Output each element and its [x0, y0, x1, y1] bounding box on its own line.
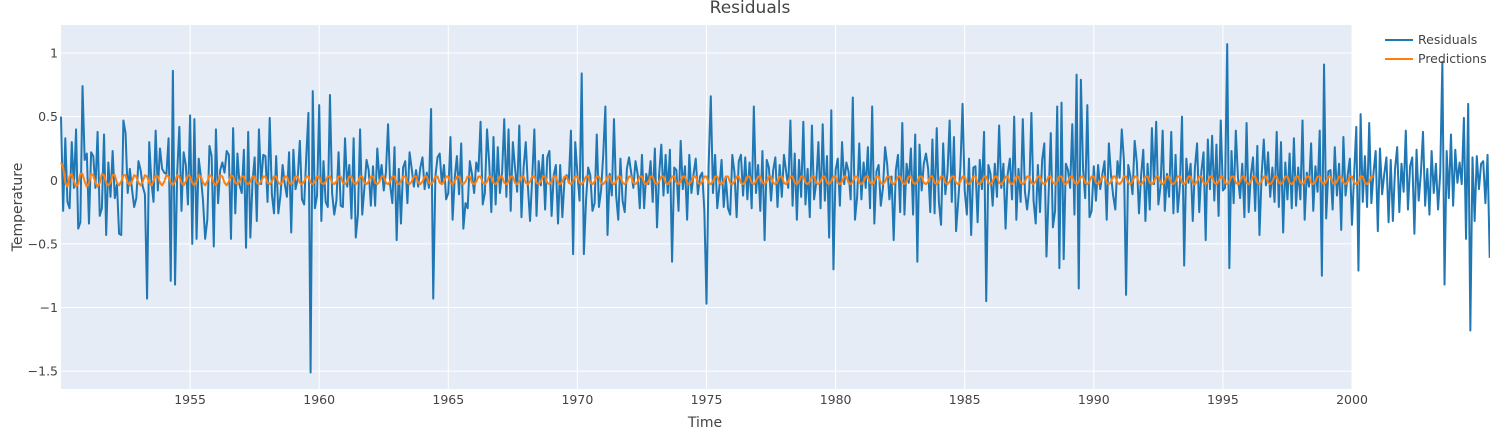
legend-item-predictions[interactable]: Predictions	[1385, 51, 1487, 66]
x-tick-label: 1985	[949, 392, 981, 407]
y-axis-ticks: −1.5 −1 −0.5 0 0.5 1	[28, 46, 58, 379]
series-lines	[60, 43, 1490, 374]
x-tick-label: 1955	[174, 392, 206, 407]
chart-title: Residuals	[710, 0, 791, 18]
x-tick-label: 1970	[561, 392, 593, 407]
y-tick-label: 0.5	[38, 109, 58, 124]
y-tick-label: −0.5	[28, 236, 58, 251]
series-line-predictions[interactable]	[60, 162, 1374, 188]
x-tick-label: 1965	[432, 392, 464, 407]
y-axis-title: Temperature	[10, 163, 26, 253]
y-tick-label: −1.5	[28, 364, 58, 379]
y-tick-label: 1	[50, 46, 58, 61]
x-tick-label: 1960	[303, 392, 335, 407]
legend-item-residuals[interactable]: Residuals	[1385, 32, 1477, 47]
x-tick-label: 1980	[820, 392, 852, 407]
y-tick-label: 0	[50, 173, 58, 188]
legend-label-residuals: Residuals	[1418, 32, 1477, 47]
x-tick-label: 1990	[1078, 392, 1110, 407]
series-line-residuals[interactable]	[60, 43, 1490, 374]
legend: Residuals Predictions	[1385, 32, 1487, 66]
x-tick-label: 1975	[691, 392, 723, 407]
x-tick-label: 1995	[1207, 392, 1239, 407]
legend-label-predictions: Predictions	[1418, 51, 1487, 66]
y-tick-label: −1	[40, 300, 58, 315]
x-tick-label: 2000	[1336, 392, 1368, 407]
x-axis-ticks: 1955 1960 1965 1970 1975 1980 1985 1990 1995 2000	[174, 392, 1368, 407]
x-axis-title: Time	[687, 415, 722, 428]
